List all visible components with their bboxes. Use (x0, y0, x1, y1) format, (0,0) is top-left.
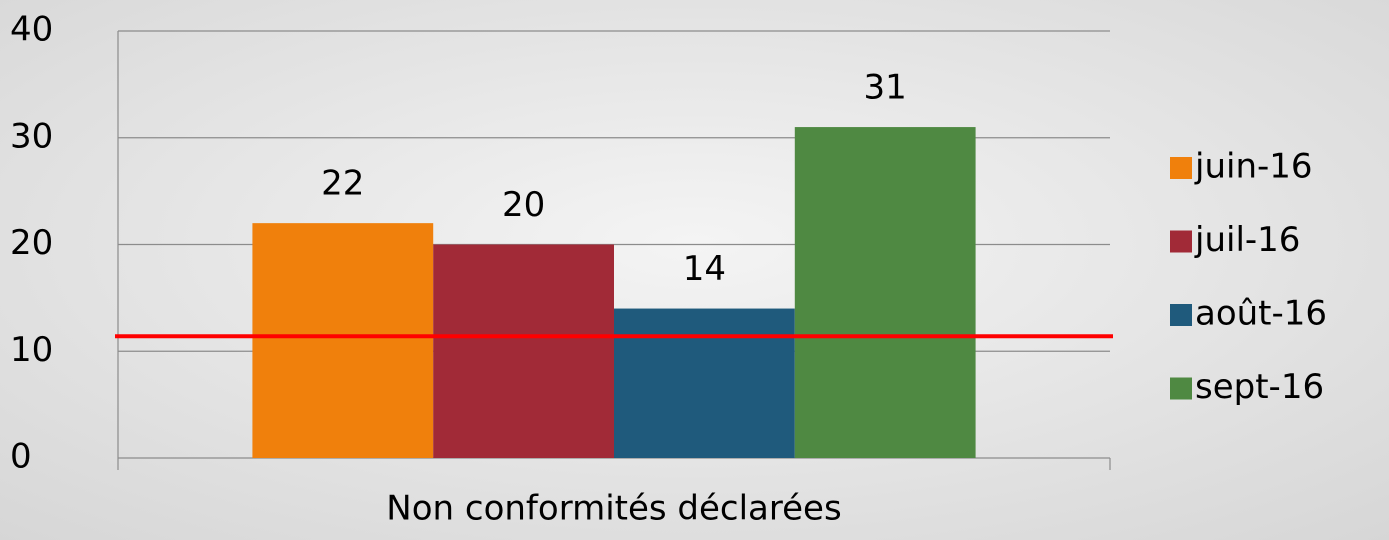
bar (252, 223, 434, 458)
y-tick-label: 30 (10, 116, 53, 156)
data-label: 22 (321, 164, 364, 204)
legend-swatch (1170, 157, 1192, 179)
legend-swatch (1170, 304, 1192, 326)
bar (614, 308, 795, 458)
bar (433, 244, 614, 458)
legend-label: juin-16 (1194, 147, 1313, 187)
bar (794, 127, 976, 458)
legend-label: sept-16 (1195, 367, 1324, 407)
data-label: 14 (683, 249, 726, 289)
data-label: 31 (864, 68, 907, 108)
x-tick-label: Non conformités déclarées (386, 489, 841, 529)
legend-label: juil-16 (1194, 220, 1300, 260)
y-tick-label: 40 (10, 10, 53, 50)
y-tick-label: 20 (10, 223, 53, 263)
legend-label: août-16 (1195, 294, 1327, 334)
legend-swatch (1170, 377, 1192, 400)
y-tick-label: 0 (10, 437, 32, 477)
data-label: 20 (502, 185, 545, 225)
legend-swatch (1170, 230, 1192, 253)
y-tick-label: 10 (10, 330, 53, 370)
